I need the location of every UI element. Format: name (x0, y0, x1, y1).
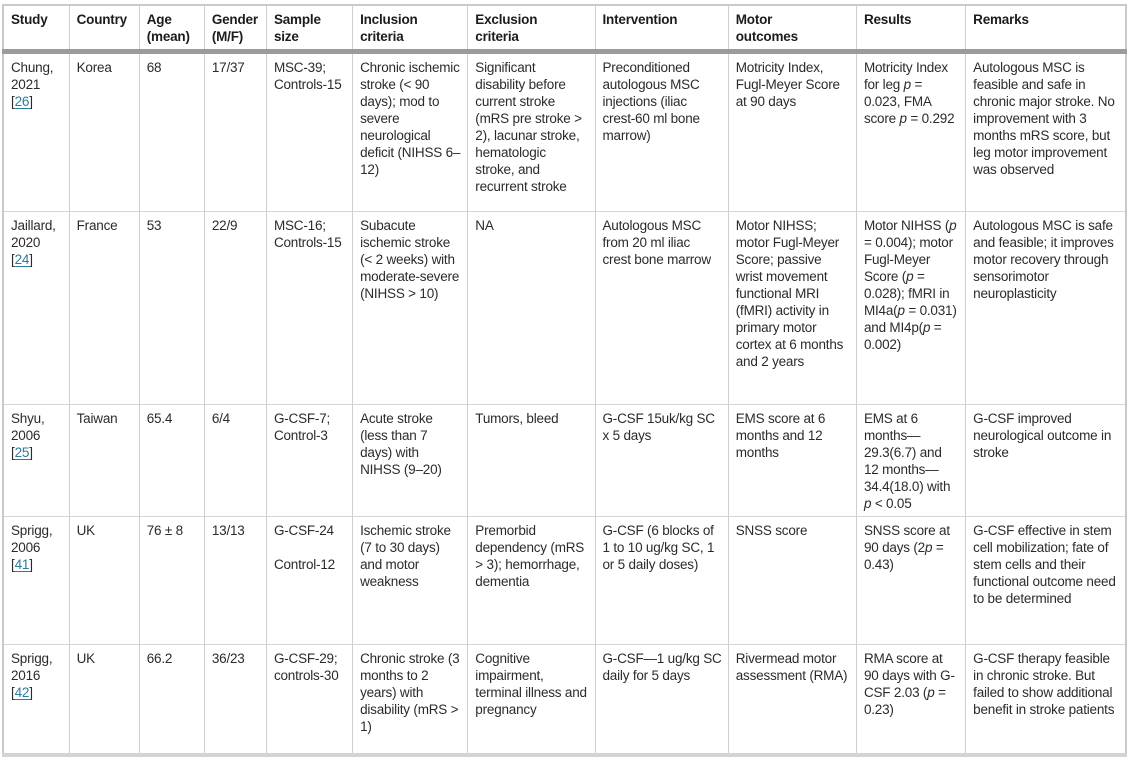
table-row: Sprigg, 2016 [42] UK 66.2 36/23 G-CSF-29; co… (2, 644, 1127, 755)
study-label: Sprigg, 2016 (11, 651, 53, 683)
cell-age: 66.2 (138, 644, 205, 755)
table-body: Chung, 2021 [26] Korea 68 17/37 MSC-39; Cont… (2, 51, 1127, 755)
column-header-intervention: Intervention (594, 5, 729, 54)
column-header-inclusion: Inclusion criteria (352, 5, 469, 54)
column-header-age: Age (mean) (138, 5, 205, 54)
cell-exclusion: Significant disability before current st… (467, 51, 596, 212)
column-header-exclusion: Exclusion criteria (467, 5, 596, 54)
cell-gender: 6/4 (203, 404, 267, 517)
cell-outcomes: SNSS score (727, 516, 857, 645)
citation-link[interactable]: [24] (11, 252, 33, 267)
study-label: Jaillard, 2020 (11, 218, 56, 250)
cell-country: Taiwan (68, 404, 140, 517)
study-label: Shyu, 2006 (11, 411, 45, 443)
cell-results: Motricity Index for leg p = 0.023, FMA s… (855, 51, 967, 212)
citation-link[interactable]: [26] (11, 94, 33, 109)
cell-inclusion: Chronic ischemic stroke (< 90 days); mod… (352, 51, 469, 212)
cell-results: SNSS score at 90 days (2p = 0.43) (855, 516, 967, 645)
cell-intervention: Autologous MSC from 20 ml iliac crest bo… (594, 211, 729, 405)
study-characteristics-table: Study Country Age (mean) Gender (M/F) Sample… (2, 4, 1127, 757)
study-label: Chung, 2021 (11, 60, 54, 92)
cell-intervention: G-CSF—1 ug/kg SC daily for 5 days (594, 644, 729, 755)
table-row: Sprigg, 2006 [41] UK 76 ± 8 13/13 G-CSF-24 C… (2, 516, 1127, 645)
header-row: Study Country Age (mean) Gender (M/F) Sample… (2, 5, 1127, 54)
cell-exclusion: NA (467, 211, 596, 405)
citation-number[interactable]: 24 (14, 252, 30, 267)
citation-number[interactable]: 41 (14, 557, 30, 572)
cell-sample: G-CSF-29; controls-30 (265, 644, 354, 755)
cell-results: Motor NIHSS (p = 0.004); motor Fugl-Meye… (855, 211, 967, 405)
cell-inclusion: Acute stroke (less than 7 days) with NIH… (352, 404, 469, 517)
cell-results: RMA score at 90 days with G-CSF 2.03 (p … (855, 644, 967, 755)
cell-intervention: Preconditioned autologous MSC injections… (594, 51, 729, 212)
cell-inclusion: Chronic stroke (3 months to 2 years) wit… (352, 644, 469, 755)
cell-outcomes: EMS score at 6 months and 12 months (727, 404, 857, 517)
cell-intervention: G-CSF (6 blocks of 1 to 10 ug/kg SC, 1 o… (594, 516, 729, 645)
citation-number[interactable]: 25 (14, 445, 30, 460)
cell-sample: G-CSF-24 Control-12 (265, 516, 354, 645)
cell-exclusion: Premorbid dependency (mRS > 3); hemorrha… (467, 516, 596, 645)
citation-number[interactable]: 26 (14, 94, 30, 109)
column-header-remarks: Remarks (965, 5, 1127, 54)
citation-number[interactable]: 42 (14, 685, 30, 700)
cell-study: Sprigg, 2006 [41] (2, 516, 70, 645)
cell-age: 65.4 (138, 404, 205, 517)
citation-link[interactable]: [25] (11, 445, 33, 460)
cell-exclusion: Cognitive impairment, terminal illness a… (467, 644, 596, 755)
cell-study: Sprigg, 2016 [42] (2, 644, 70, 755)
column-header-gender: Gender (M/F) (203, 5, 267, 54)
cell-sample: MSC-16; Controls-15 (265, 211, 354, 405)
cell-outcomes: Rivermead motor assessment (RMA) (727, 644, 857, 755)
cell-gender: 13/13 (203, 516, 267, 645)
citation-link[interactable]: [42] (11, 685, 33, 700)
cell-outcomes: Motricity Index, Fugl-Meyer Score at 90 … (727, 51, 857, 212)
cell-remarks: G-CSF effective in stem cell mobilizatio… (965, 516, 1127, 645)
cell-age: 68 (138, 51, 205, 212)
cell-inclusion: Ischemic stroke (7 to 30 days) and motor… (352, 516, 469, 645)
cell-study: Shyu, 2006 [25] (2, 404, 70, 517)
cell-country: UK (68, 516, 140, 645)
cell-exclusion: Tumors, bleed (467, 404, 596, 517)
cell-remarks: Autologous MSC is feasible and safe in c… (965, 51, 1127, 212)
cell-remarks: Autologous MSC is safe and feasible; it … (965, 211, 1127, 405)
column-header-study: Study (2, 5, 70, 54)
cell-country: France (68, 211, 140, 405)
cell-gender: 36/23 (203, 644, 267, 755)
cell-results: EMS at 6 months—29.3(6.7) and 12 months—… (855, 404, 967, 517)
cell-remarks: G-CSF improved neurological outcome in s… (965, 404, 1127, 517)
cell-outcomes: Motor NIHSS; motor Fugl-Meyer Score; pas… (727, 211, 857, 405)
column-header-results: Results (855, 5, 967, 54)
cell-country: UK (68, 644, 140, 755)
citation-link[interactable]: [41] (11, 557, 33, 572)
cell-gender: 17/37 (203, 51, 267, 212)
study-label: Sprigg, 2006 (11, 523, 53, 555)
cell-sample: G-CSF-7; Control-3 (265, 404, 354, 517)
cell-study: Jaillard, 2020 [24] (2, 211, 70, 405)
column-header-sample: Sample size (265, 5, 354, 54)
cell-remarks: G-CSF therapy feasible in chronic stroke… (965, 644, 1127, 755)
table-row: Jaillard, 2020 [24] France 53 22/9 MSC-16; C… (2, 211, 1127, 405)
table-row: Chung, 2021 [26] Korea 68 17/37 MSC-39; Cont… (2, 51, 1127, 212)
cell-gender: 22/9 (203, 211, 267, 405)
cell-age: 76 ± 8 (138, 516, 205, 645)
cell-inclusion: Subacute ischemic stroke (< 2 weeks) wit… (352, 211, 469, 405)
cell-study: Chung, 2021 [26] (2, 51, 70, 212)
table-row: Shyu, 2006 [25] Taiwan 65.4 6/4 G-CSF-7; Con… (2, 404, 1127, 517)
cell-intervention: G-CSF 15uk/kg SC x 5 days (594, 404, 729, 517)
cell-country: Korea (68, 51, 140, 212)
table-header: Study Country Age (mean) Gender (M/F) Sample… (2, 5, 1127, 54)
cell-age: 53 (138, 211, 205, 405)
column-header-outcomes: Motor outcomes (727, 5, 857, 54)
column-header-country: Country (68, 5, 140, 54)
cell-sample: MSC-39; Controls-15 (265, 51, 354, 212)
